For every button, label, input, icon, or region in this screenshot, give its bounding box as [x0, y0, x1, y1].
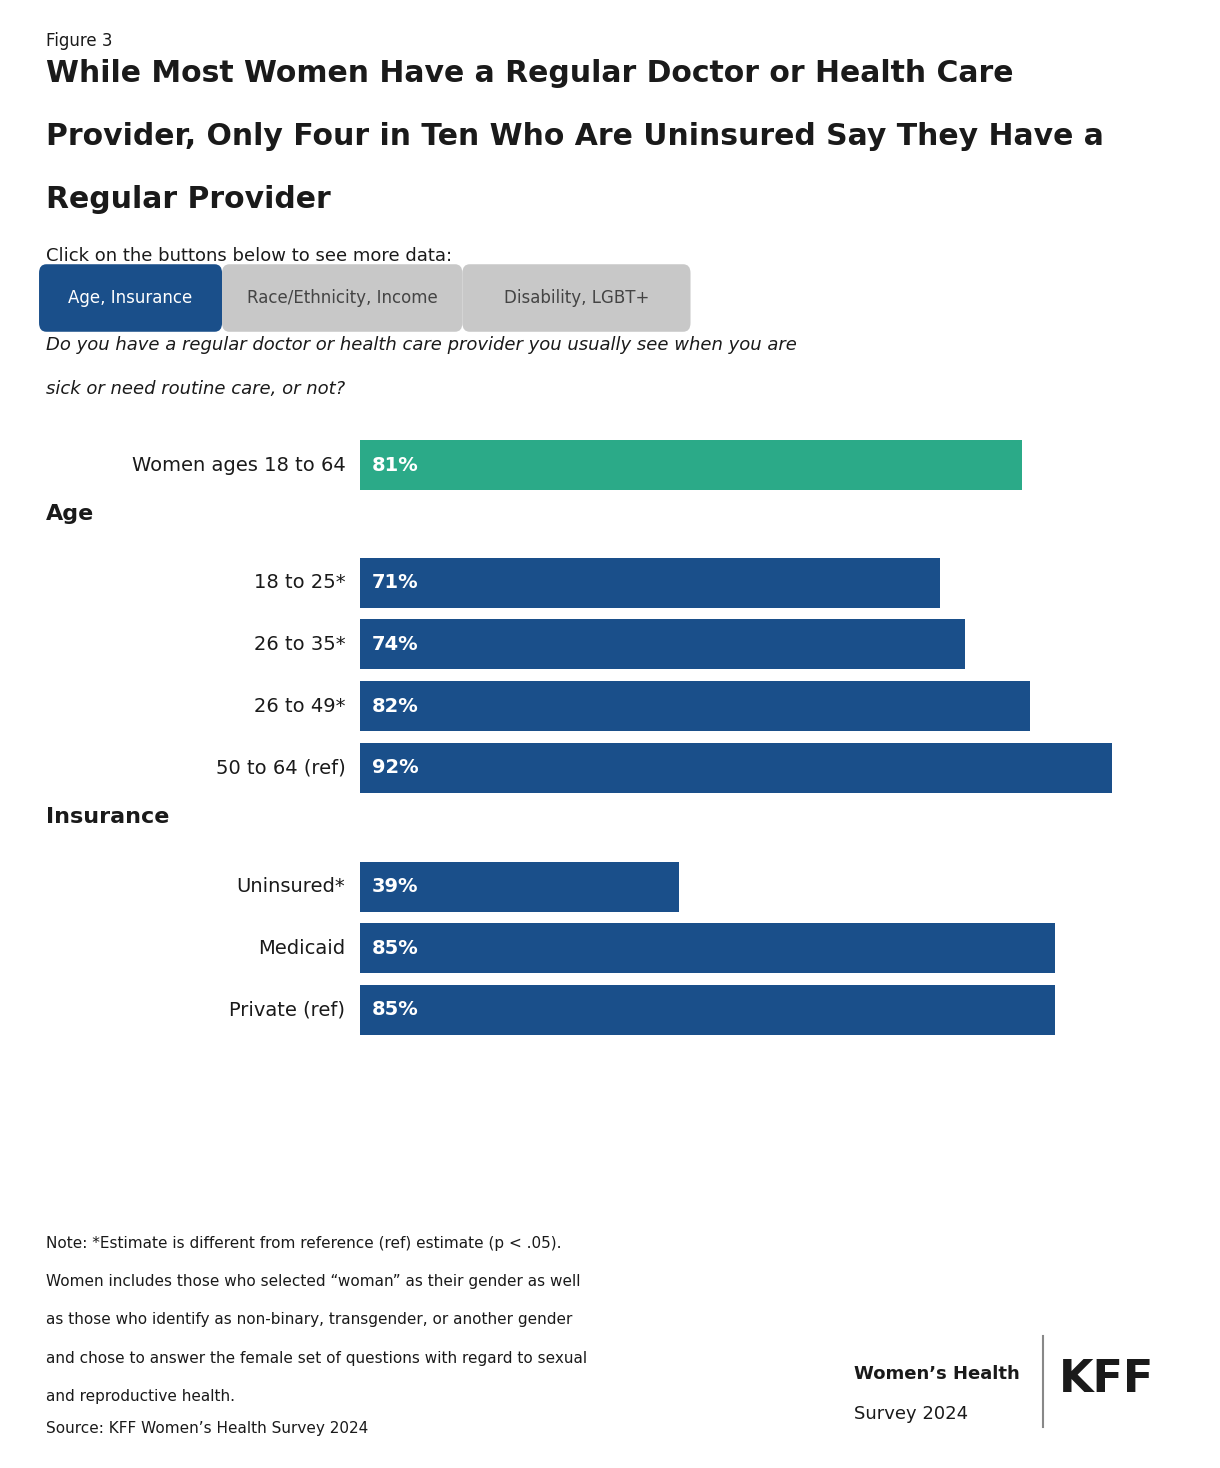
Text: and reproductive health.: and reproductive health.	[46, 1389, 235, 1403]
Text: Private (ref): Private (ref)	[229, 1001, 345, 1019]
Text: Source: KFF Women’s Health Survey 2024: Source: KFF Women’s Health Survey 2024	[46, 1421, 368, 1436]
Text: Figure 3: Figure 3	[46, 32, 113, 50]
Text: Women ages 18 to 64: Women ages 18 to 64	[132, 457, 345, 474]
Text: Note: *Estimate is different from reference (ref) estimate (p < .05).: Note: *Estimate is different from refere…	[46, 1236, 562, 1251]
Text: Women includes those who selected “woman” as their gender as well: Women includes those who selected “woman…	[46, 1274, 581, 1289]
Text: and chose to answer the female set of questions with regard to sexual: and chose to answer the female set of qu…	[46, 1351, 588, 1365]
Text: 81%: 81%	[372, 457, 418, 474]
Text: 82%: 82%	[372, 697, 418, 715]
Text: 26 to 35*: 26 to 35*	[254, 636, 345, 653]
Text: Regular Provider: Regular Provider	[46, 185, 331, 214]
Bar	[360, 743, 1111, 793]
Text: Disability, LGBT+: Disability, LGBT+	[504, 289, 649, 307]
Bar	[360, 440, 1022, 490]
Text: Medicaid: Medicaid	[259, 940, 345, 957]
Bar	[360, 862, 678, 912]
Text: Age, Insurance: Age, Insurance	[68, 289, 193, 307]
Text: Insurance: Insurance	[46, 807, 170, 828]
Text: 26 to 49*: 26 to 49*	[254, 697, 345, 715]
Text: Click on the buttons below to see more data:: Click on the buttons below to see more d…	[46, 247, 453, 264]
Text: Age: Age	[46, 504, 95, 524]
Text: KFF: KFF	[1059, 1358, 1154, 1402]
Text: 18 to 25*: 18 to 25*	[254, 574, 345, 592]
Bar	[360, 923, 1054, 973]
Bar	[360, 558, 941, 608]
Text: 39%: 39%	[372, 878, 418, 895]
Bar	[360, 619, 965, 669]
Text: Provider, Only Four in Ten Who Are Uninsured Say They Have a: Provider, Only Four in Ten Who Are Unins…	[46, 122, 1104, 151]
Bar	[360, 985, 1054, 1035]
Text: 74%: 74%	[372, 636, 418, 653]
Text: sick or need routine care, or not?: sick or need routine care, or not?	[46, 380, 345, 398]
Text: Women’s Health: Women’s Health	[854, 1365, 1020, 1383]
Text: Uninsured*: Uninsured*	[237, 878, 345, 895]
Text: 85%: 85%	[372, 940, 418, 957]
Text: 50 to 64 (ref): 50 to 64 (ref)	[216, 759, 345, 777]
Text: Race/Ethnicity, Income: Race/Ethnicity, Income	[246, 289, 438, 307]
Text: Survey 2024: Survey 2024	[854, 1405, 969, 1422]
Text: 92%: 92%	[372, 759, 418, 777]
Text: 85%: 85%	[372, 1001, 418, 1019]
Text: as those who identify as non-binary, transgender, or another gender: as those who identify as non-binary, tra…	[46, 1312, 572, 1327]
Bar	[360, 681, 1030, 731]
Text: 71%: 71%	[372, 574, 418, 592]
Text: While Most Women Have a Regular Doctor or Health Care: While Most Women Have a Regular Doctor o…	[46, 59, 1014, 88]
Text: Do you have a regular doctor or health care provider you usually see when you ar: Do you have a regular doctor or health c…	[46, 336, 797, 354]
